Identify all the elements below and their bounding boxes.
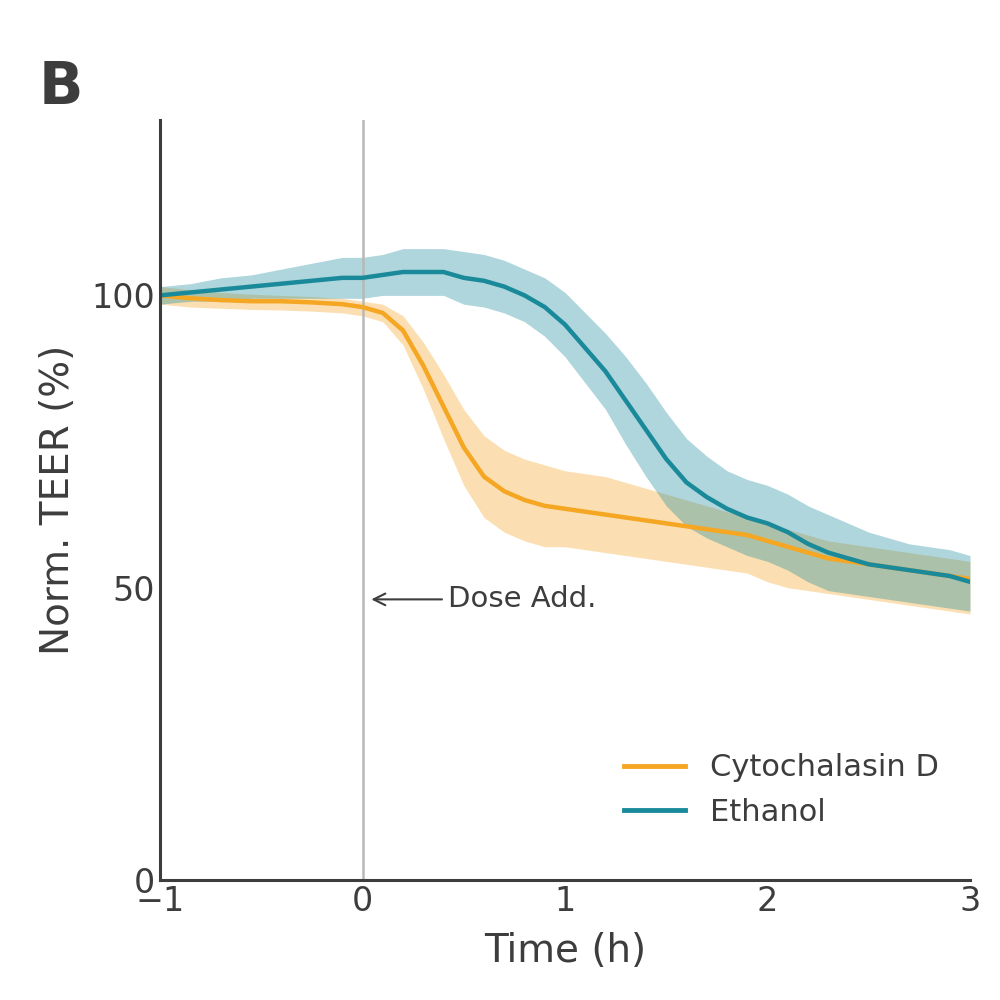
Legend: Cytochalasin D, Ethanol: Cytochalasin D, Ethanol bbox=[624, 753, 939, 827]
Text: Dose Add.: Dose Add. bbox=[374, 585, 596, 613]
Y-axis label: Norm. TEER (%): Norm. TEER (%) bbox=[39, 345, 78, 655]
X-axis label: Time (h): Time (h) bbox=[484, 932, 646, 970]
Text: B: B bbox=[38, 59, 83, 116]
